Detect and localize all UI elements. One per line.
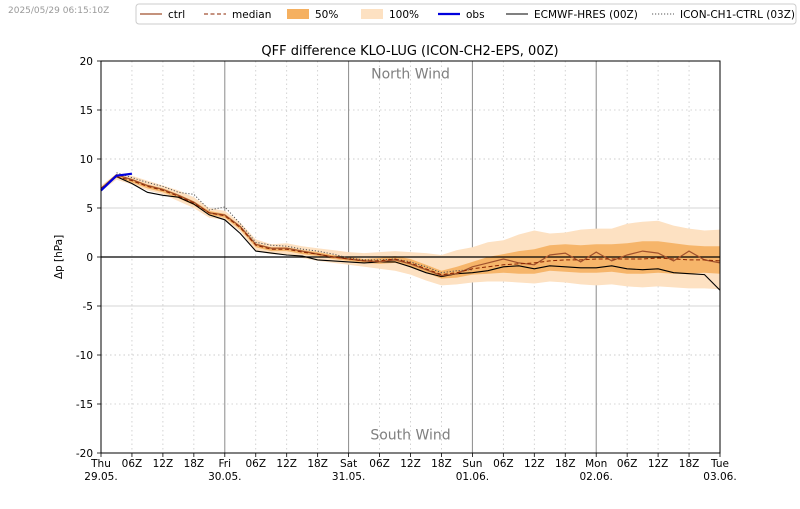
legend-entry: ctrl	[168, 9, 185, 21]
y-tick-label: -15	[76, 399, 93, 411]
chart-title: QFF difference KLO-LUG (ICON-CH2-EPS, 00…	[261, 44, 558, 59]
x-tick-label: 06Z	[617, 458, 638, 470]
legend-entry: 100%	[389, 9, 419, 21]
y-tick-label: 0	[86, 252, 93, 264]
y-tick-label: 15	[80, 105, 93, 117]
series-median	[100, 176, 721, 276]
legend: ctrl median 50% 100% obs ECMWF-HRES (00Z) ICON…	[135, 3, 797, 25]
legend-entry: ECMWF-HRES (00Z)	[534, 9, 638, 21]
x-tick-label: 12Z	[276, 458, 297, 470]
x-tick-label: 18Z	[184, 458, 205, 470]
x-tick-label: 18Z	[679, 458, 700, 470]
x-tick-label: 18Z	[555, 458, 576, 470]
legend-entry: 50%	[315, 9, 338, 21]
x-tick-label: 18Z	[431, 458, 452, 470]
legend-swatch	[361, 9, 383, 19]
y-tick-label: 5	[86, 203, 93, 215]
x-tick-label: 18Z	[307, 458, 328, 470]
x-tick-label: Sat	[340, 458, 357, 470]
y-tick-label: -10	[76, 350, 93, 362]
series-ch1	[116, 172, 473, 274]
x-tick-date: 01.06.	[456, 471, 489, 483]
y-tick-label: 10	[80, 154, 93, 166]
annotation-south-wind: South Wind	[370, 427, 450, 443]
x-tick-label: 12Z	[524, 458, 545, 470]
x-tick-date: 30.05.	[208, 471, 241, 483]
y-tick-label: -20	[76, 448, 93, 460]
x-tick-label: Fri	[219, 458, 232, 470]
x-tick-label: Sun	[462, 458, 482, 470]
x-tick-label: 06Z	[245, 458, 266, 470]
x-tick-label: 12Z	[153, 458, 174, 470]
x-tick-label: Thu	[90, 458, 111, 470]
x-tick-label: 12Z	[648, 458, 669, 470]
series-ecmwf	[100, 175, 721, 291]
x-tick-date: 02.06.	[579, 471, 612, 483]
legend-entry: obs	[466, 9, 485, 21]
timestamp: 2025/05/29 06:15:10Z	[8, 6, 110, 16]
x-tick-label: Mon	[585, 458, 607, 470]
series-obs	[100, 172, 133, 192]
annotation-north-wind: North Wind	[371, 67, 450, 83]
x-tick-label: 06Z	[369, 458, 390, 470]
y-tick-label: -5	[83, 301, 93, 313]
y-tick-label: 20	[80, 56, 93, 68]
x-tick-date: 03.06.	[703, 471, 736, 483]
x-tick-label: 06Z	[122, 458, 143, 470]
x-tick-label: 12Z	[400, 458, 421, 470]
legend-entry: median	[232, 9, 271, 21]
legend-swatch	[287, 9, 309, 19]
x-tick-date: 29.05.	[84, 471, 117, 483]
x-tick-label: Tue	[710, 458, 729, 470]
x-tick-label: 06Z	[493, 458, 514, 470]
y-axis-label: Δp [hPa]	[53, 235, 65, 279]
legend-entry: ICON-CH1-CTRL (03Z)	[680, 9, 795, 21]
x-tick-date: 31.05.	[332, 471, 365, 483]
